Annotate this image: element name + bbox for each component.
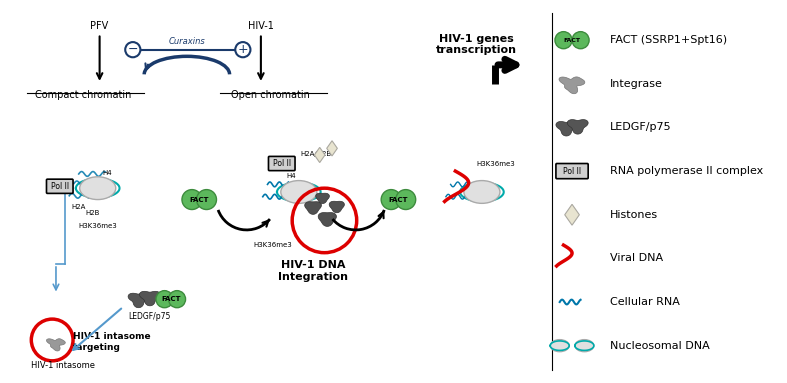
Text: H3K36me3: H3K36me3: [477, 160, 515, 167]
Polygon shape: [327, 141, 338, 156]
Text: LEDGF/p75: LEDGF/p75: [127, 312, 170, 321]
Text: Integrase: Integrase: [610, 79, 663, 89]
Ellipse shape: [575, 339, 594, 352]
Text: FACT: FACT: [161, 296, 180, 302]
Text: Curaxins: Curaxins: [168, 37, 205, 46]
Polygon shape: [305, 202, 321, 214]
FancyBboxPatch shape: [556, 164, 588, 179]
Text: Cellular RNA: Cellular RNA: [610, 297, 680, 307]
Polygon shape: [565, 204, 579, 225]
Polygon shape: [128, 293, 149, 308]
Text: FACT: FACT: [190, 196, 209, 203]
Circle shape: [381, 190, 401, 210]
Text: H2A/H2B: H2A/H2B: [301, 151, 331, 157]
Polygon shape: [567, 119, 588, 134]
Text: FACT: FACT: [389, 196, 408, 203]
Polygon shape: [314, 147, 325, 162]
Text: H4: H4: [102, 170, 112, 176]
Polygon shape: [316, 193, 330, 203]
Text: −: −: [127, 43, 138, 56]
Text: Pol II: Pol II: [272, 159, 291, 168]
Text: H2A: H2A: [72, 204, 86, 210]
Text: H3K36me3: H3K36me3: [253, 242, 292, 248]
Text: Nucleosomal DNA: Nucleosomal DNA: [610, 340, 710, 351]
Circle shape: [572, 32, 589, 49]
Ellipse shape: [464, 181, 500, 203]
Text: H3K36me3: H3K36me3: [79, 223, 117, 229]
Polygon shape: [559, 77, 585, 94]
Text: HIV-1 intasome: HIV-1 intasome: [31, 361, 95, 370]
Ellipse shape: [79, 177, 116, 200]
Text: +: +: [238, 43, 248, 56]
Text: RNA polymerase II complex: RNA polymerase II complex: [610, 166, 763, 176]
Text: HIV-1: HIV-1: [248, 21, 274, 31]
Text: Histones: Histones: [610, 210, 658, 220]
Text: FACT: FACT: [563, 38, 581, 43]
FancyBboxPatch shape: [268, 156, 295, 171]
Text: HIV-1 genes
transcription: HIV-1 genes transcription: [436, 34, 517, 55]
Text: Open chromatin: Open chromatin: [231, 90, 310, 100]
Polygon shape: [318, 213, 336, 226]
FancyBboxPatch shape: [46, 179, 73, 193]
Ellipse shape: [550, 339, 569, 352]
Circle shape: [156, 291, 173, 308]
Text: Compact chromatin: Compact chromatin: [35, 90, 131, 100]
Circle shape: [197, 190, 216, 210]
Polygon shape: [329, 201, 345, 213]
Text: Pol II: Pol II: [563, 167, 581, 175]
Text: H4: H4: [286, 173, 296, 179]
Text: H2B: H2B: [86, 210, 100, 216]
Text: FACT (SSRP1+Spt16): FACT (SSRP1+Spt16): [610, 35, 727, 45]
Polygon shape: [139, 291, 161, 306]
Circle shape: [168, 291, 186, 308]
Text: HIV-1 intasome
targeting: HIV-1 intasome targeting: [73, 332, 150, 352]
Circle shape: [396, 190, 416, 210]
Circle shape: [555, 32, 572, 49]
Text: LEDGF/p75: LEDGF/p75: [610, 123, 671, 133]
Polygon shape: [556, 121, 577, 136]
Ellipse shape: [281, 181, 317, 203]
Circle shape: [182, 190, 202, 210]
Text: Viral DNA: Viral DNA: [610, 254, 663, 264]
Text: Pol II: Pol II: [50, 182, 68, 191]
Text: HIV-1 DNA
Integration: HIV-1 DNA Integration: [278, 260, 348, 282]
Polygon shape: [46, 339, 65, 351]
Text: PFV: PFV: [91, 21, 109, 31]
Circle shape: [235, 42, 250, 57]
Circle shape: [125, 42, 140, 57]
